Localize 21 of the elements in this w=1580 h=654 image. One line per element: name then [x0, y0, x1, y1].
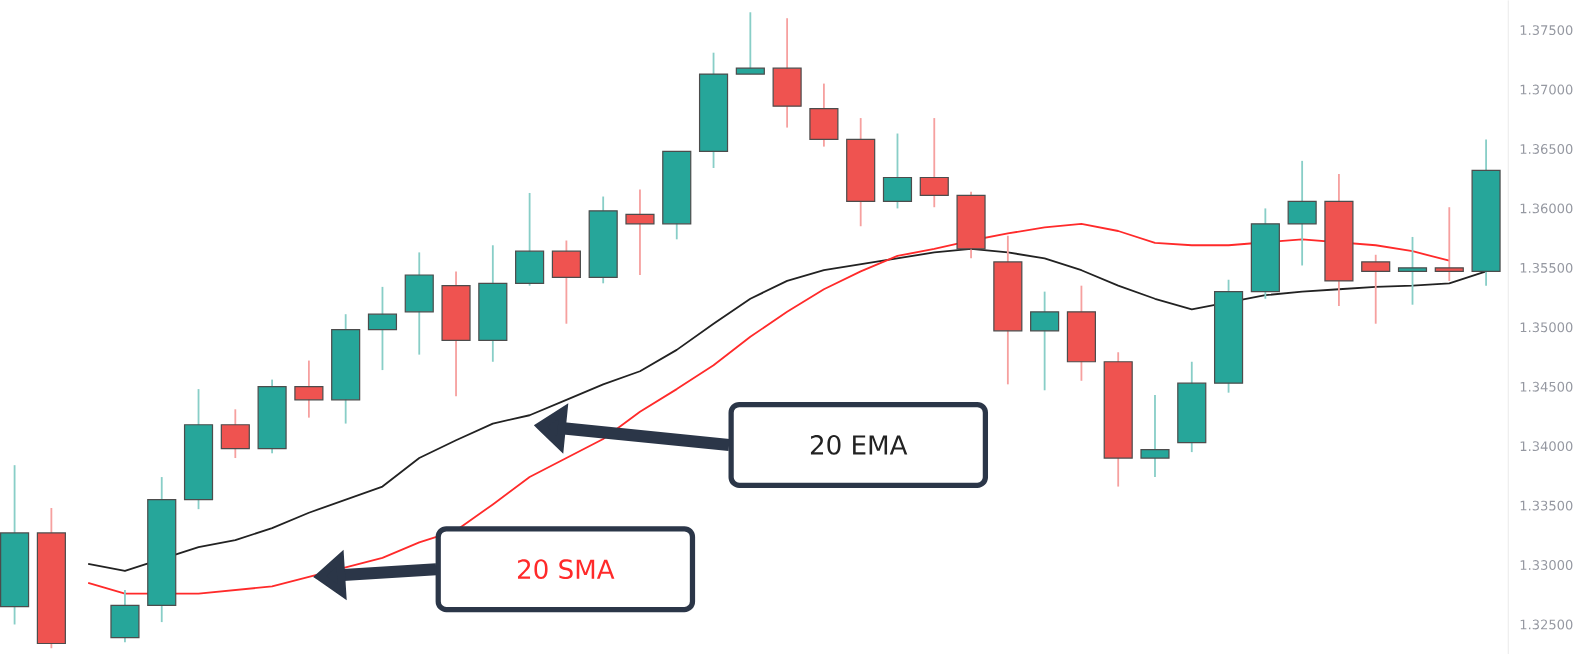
- candlestick: [1397, 235, 1428, 306]
- candlestick: [220, 408, 250, 459]
- candlestick: [919, 116, 949, 208]
- candlestick: [772, 17, 802, 129]
- candlestick: [294, 359, 324, 419]
- candlestick: [625, 188, 655, 276]
- candlestick: [367, 285, 398, 371]
- candlestick: [110, 588, 140, 643]
- candlestick: [809, 82, 839, 148]
- candlestick: [1361, 253, 1391, 325]
- text: 20 EMA: [810, 434, 908, 455]
- text: 20 SMA: [517, 559, 615, 579]
- candlestick: [882, 132, 913, 210]
- candlestick: [735, 11, 765, 75]
- candlestick: [1434, 206, 1464, 282]
- candlestick: [404, 251, 434, 356]
- candlestick: [1140, 393, 1170, 478]
- candlestick: [1287, 159, 1317, 267]
- candlestick: [551, 239, 581, 325]
- candlestick: [515, 191, 545, 287]
- candlestick: [1030, 290, 1060, 391]
